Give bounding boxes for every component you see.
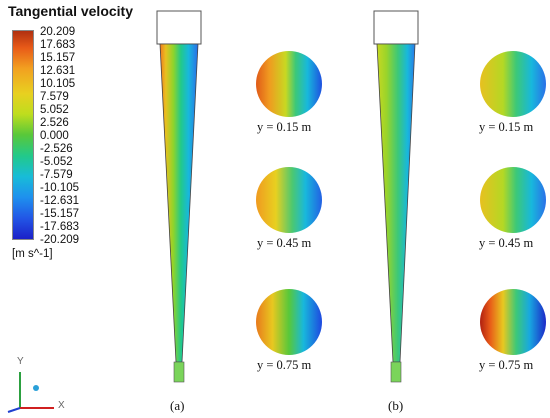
cyclone-b-cone	[376, 43, 416, 363]
colorbar-tick: -12.631	[40, 195, 80, 207]
colorbar-tick: 5.052	[40, 104, 69, 116]
colorbar	[12, 30, 34, 240]
section-a-015	[256, 51, 322, 117]
cyclone-b-outlet	[390, 361, 402, 383]
cyclone-a-outlet	[173, 361, 185, 383]
colorbar-tick: 17.683	[40, 39, 76, 51]
colorbar-tick: -20.209	[40, 234, 80, 246]
section-b-045	[480, 167, 546, 233]
section-a-075	[256, 289, 322, 355]
colorbar-tick: -15.157	[40, 208, 80, 220]
colorbar-tick: -5.052	[40, 156, 73, 168]
colorbar-tick: 15.157	[40, 52, 76, 64]
colorbar-title: Tangential velocity	[8, 3, 133, 19]
colorbar-tick: -7.579	[40, 169, 73, 181]
section-label: y = 0.15 m	[257, 120, 312, 134]
triad-y-label: Y	[17, 356, 24, 367]
section-label: y = 0.15 m	[479, 120, 534, 134]
triad-origin	[33, 385, 39, 391]
colorbar-tick: 10.105	[40, 78, 76, 90]
section-label: y = 0.45 m	[479, 236, 534, 250]
colorbar-tick: 20.209	[40, 26, 76, 38]
colorbar-tick: 2.526	[40, 117, 69, 129]
section-b-015	[480, 51, 546, 117]
colorbar-tick: 12.631	[40, 65, 76, 77]
section-a-045	[256, 167, 322, 233]
cyclone-b-inlet	[373, 10, 419, 45]
colorbar-tick: 0.000	[40, 130, 69, 142]
section-b-075	[480, 289, 546, 355]
cyclone-a-cone	[159, 43, 199, 363]
colorbar-tick: -2.526	[40, 143, 73, 155]
section-label: y = 0.75 m	[479, 358, 534, 372]
panel-label-b: (b)	[388, 398, 404, 413]
section-label: y = 0.45 m	[257, 236, 312, 250]
triad-z-axis	[7, 407, 21, 413]
cyclone-a-inlet	[156, 10, 202, 45]
colorbar-tick: -10.105	[40, 182, 80, 194]
triad-x-label: X	[58, 400, 65, 411]
section-label: y = 0.75 m	[257, 358, 312, 372]
colorbar-tick: 7.579	[40, 91, 69, 103]
colorbar-tick: -17.683	[40, 221, 80, 233]
colorbar-unit: [m s^-1]	[12, 248, 53, 260]
panel-label-a: (a)	[170, 398, 185, 413]
